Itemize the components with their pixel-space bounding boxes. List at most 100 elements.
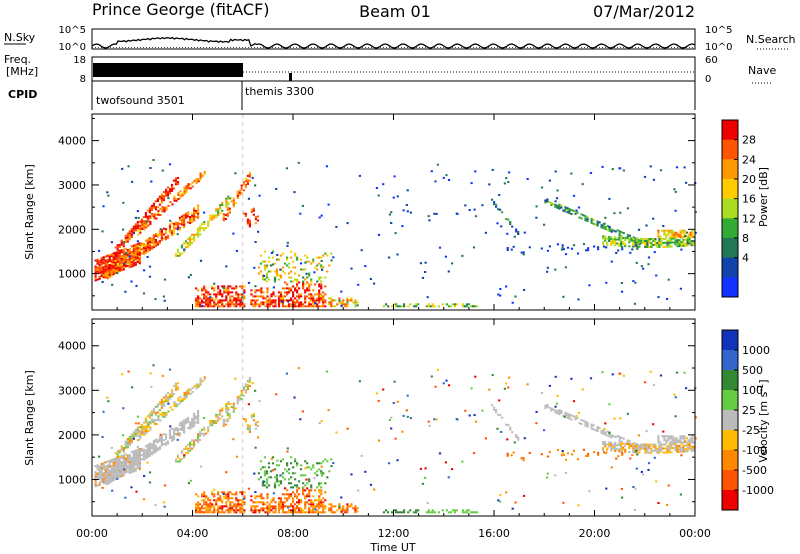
velocity-cell bbox=[256, 509, 259, 512]
power-cell bbox=[681, 229, 684, 232]
velocity-cell bbox=[187, 416, 190, 419]
power-cell bbox=[281, 303, 285, 306]
velocity-cell bbox=[163, 413, 166, 416]
power-cell bbox=[667, 233, 670, 236]
power-cell bbox=[143, 224, 146, 227]
velocity-cell bbox=[277, 511, 281, 514]
velocity-cell bbox=[546, 405, 549, 408]
velocity-cell bbox=[243, 509, 246, 512]
velocity-cell bbox=[102, 480, 105, 483]
power-cell bbox=[197, 206, 200, 209]
power-cell bbox=[189, 244, 192, 246]
velocity-cell bbox=[209, 503, 212, 506]
velocity-cell bbox=[586, 425, 589, 428]
power-cell bbox=[508, 171, 511, 174]
power-cell bbox=[314, 293, 317, 296]
power-cell bbox=[503, 182, 506, 185]
power-cell bbox=[197, 210, 200, 213]
velocity-cell bbox=[122, 466, 125, 469]
velocity-cell bbox=[632, 442, 635, 445]
power-cell bbox=[513, 235, 516, 238]
velocity-cell bbox=[124, 469, 127, 472]
velocity-cell bbox=[475, 511, 479, 514]
power-cell bbox=[199, 227, 202, 230]
velocity-cell bbox=[104, 482, 107, 485]
velocity-cell bbox=[104, 471, 107, 474]
power-cell bbox=[174, 223, 178, 226]
velocity-cell bbox=[114, 463, 117, 466]
power-cell bbox=[272, 293, 275, 296]
velocity-cell bbox=[270, 499, 273, 502]
power-cell bbox=[118, 259, 121, 262]
velocity-cell bbox=[154, 440, 157, 443]
power-cell bbox=[221, 305, 224, 308]
power-cell bbox=[566, 209, 569, 212]
velocity-cell bbox=[239, 499, 242, 502]
power-cell bbox=[128, 236, 131, 239]
velocity-cell bbox=[392, 402, 395, 404]
power-cell bbox=[334, 305, 337, 308]
velocity-cell bbox=[112, 475, 115, 477]
velocity-cell bbox=[683, 435, 686, 438]
velocity-cell bbox=[608, 431, 611, 434]
velocity-cell bbox=[201, 495, 204, 498]
power-cell bbox=[445, 303, 448, 306]
velocity-cell bbox=[262, 497, 265, 500]
colorbar-tick-label: 12 bbox=[742, 212, 756, 225]
power-cell bbox=[665, 233, 668, 236]
power-cell bbox=[523, 231, 526, 234]
velocity-cell bbox=[185, 418, 188, 421]
power-cell bbox=[279, 254, 283, 257]
velocity-cell bbox=[134, 462, 137, 465]
power-cell bbox=[100, 265, 103, 268]
power-cell bbox=[320, 299, 323, 302]
power-cell bbox=[128, 230, 131, 233]
velocity-cell bbox=[562, 453, 565, 456]
power-cell bbox=[514, 295, 517, 298]
power-cell bbox=[268, 297, 271, 300]
velocity-cell bbox=[453, 509, 456, 512]
velocity-cell bbox=[243, 511, 246, 514]
velocity-cell bbox=[506, 438, 509, 441]
power-cell bbox=[260, 289, 263, 292]
velocity-cell bbox=[170, 395, 174, 398]
velocity-cell bbox=[203, 491, 206, 494]
power-cell bbox=[110, 272, 113, 275]
freq-bar-twofsound bbox=[93, 63, 243, 77]
velocity-cell bbox=[300, 507, 303, 510]
power-cell bbox=[159, 214, 162, 216]
velocity-cell bbox=[322, 472, 325, 475]
power-cell bbox=[110, 253, 113, 256]
velocity-cell bbox=[260, 509, 263, 512]
velocity-cell bbox=[205, 503, 208, 506]
power-cell bbox=[324, 285, 327, 288]
velocity-cell bbox=[142, 498, 146, 501]
power-cell bbox=[213, 303, 216, 306]
power-cell bbox=[130, 261, 133, 264]
velocity-cell bbox=[132, 468, 135, 471]
power-cell bbox=[543, 223, 546, 226]
power-cell bbox=[630, 237, 633, 240]
velocity-cell bbox=[226, 412, 229, 415]
power-cell bbox=[110, 261, 113, 264]
velocity-cell bbox=[189, 449, 192, 452]
velocity-cell bbox=[128, 466, 131, 469]
power-cell bbox=[528, 246, 531, 249]
velocity-cell bbox=[657, 502, 660, 504]
velocity-cell bbox=[114, 452, 117, 455]
velocity-cell bbox=[148, 450, 151, 453]
velocity-cell bbox=[215, 415, 218, 418]
power-cell bbox=[158, 242, 161, 245]
power-cell bbox=[629, 251, 632, 254]
velocity-cell bbox=[136, 415, 139, 418]
power-cell bbox=[225, 205, 228, 208]
velocity-cell bbox=[116, 455, 119, 458]
velocity-cell bbox=[681, 435, 684, 438]
power-cell bbox=[126, 253, 129, 255]
power-cell bbox=[621, 248, 624, 251]
velocity-cell bbox=[548, 384, 551, 387]
velocity-cell bbox=[231, 493, 234, 496]
power-cell bbox=[219, 289, 222, 292]
velocity-cell bbox=[292, 466, 295, 469]
power-cell bbox=[236, 192, 239, 195]
